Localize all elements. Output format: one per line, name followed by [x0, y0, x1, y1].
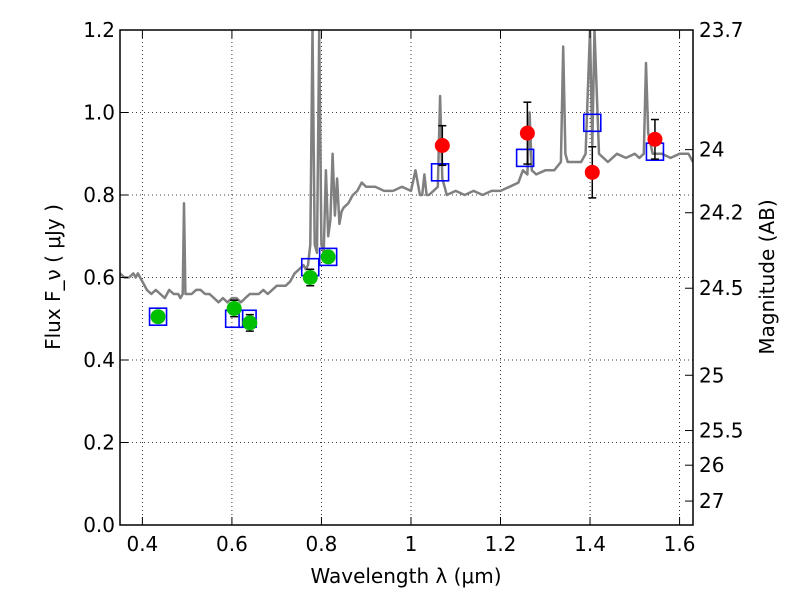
optical-photometry-marker [302, 270, 318, 285]
y2-tick-label: 26 [699, 453, 724, 477]
x-axis-label: Wavelength λ (μm) [310, 564, 501, 588]
y2-tick-label: 24.2 [699, 201, 744, 225]
x-tick-label: 1 [405, 532, 418, 556]
y2-axis-label: Magnitude (AB) [755, 199, 779, 354]
x-tick-label: 1.6 [664, 532, 696, 556]
optical-photometry-marker [150, 309, 166, 325]
y2-tick-label: 25 [699, 363, 724, 387]
x-tick-label: 0.4 [126, 532, 158, 556]
x-tick-label: 0.8 [306, 532, 338, 556]
nir-photometry-marker [434, 138, 450, 153]
model-square-marker [148, 307, 168, 326]
spectrum-layer [120, 30, 693, 304]
model-square-marker [515, 148, 535, 168]
nir-photometry-marker [584, 164, 600, 180]
model-square-marker [430, 163, 450, 182]
nir-photometry-marker [519, 125, 535, 141]
x-tick-label: 1.2 [485, 532, 517, 556]
x-tick-label: 1.4 [574, 532, 606, 556]
y-tick-label: 1.2 [83, 18, 115, 42]
optical-photometry-marker [226, 300, 242, 316]
y2-tick-label: 23.7 [699, 18, 744, 42]
y2-tick-label: 24 [699, 138, 724, 162]
y-tick-label: 0.4 [83, 348, 115, 372]
optical-photometry-marker [320, 249, 336, 265]
y-tick-label: 0.2 [83, 431, 115, 455]
y2-tick-label: 24.5 [699, 276, 744, 300]
model-square-marker [318, 247, 338, 267]
nir-photometry-marker [647, 131, 663, 147]
y2-tick-label: 27 [699, 489, 724, 513]
x-tick-label: 0.6 [216, 532, 248, 556]
y-axis-label: Flux F_ν ( μJy ) [41, 204, 65, 350]
optical-photometry-marker [242, 315, 258, 331]
plot-frame [119, 29, 694, 526]
y-tick-label: 0.6 [83, 266, 115, 290]
y2-tick-label: 25.5 [699, 419, 744, 443]
axis-ticks: 0.4 0.6 0.8 1 1.2 1.4 1.6 0.0 0.2 0.4 0.6 0.8 1.0 1.2… [83, 18, 743, 556]
spectrum-line [120, 30, 693, 304]
markers-layer [148, 101, 665, 332]
y-tick-label: 0.0 [83, 513, 115, 537]
model-square-marker [582, 113, 602, 133]
grid [120, 29, 693, 526]
y-tick-label: 1.0 [83, 101, 115, 125]
y-tick-label: 0.8 [83, 183, 115, 207]
